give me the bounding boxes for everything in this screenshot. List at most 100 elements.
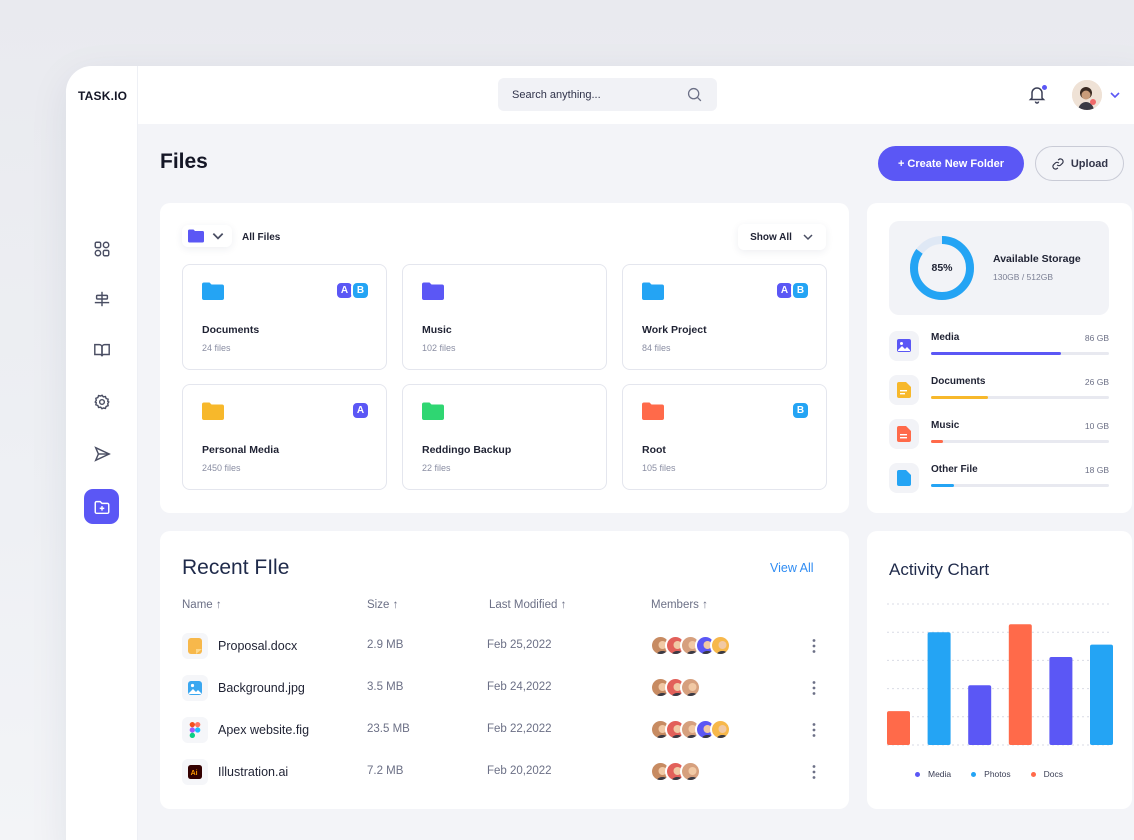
member-avatar — [710, 635, 731, 656]
more-vertical-icon[interactable] — [811, 680, 817, 696]
table-row[interactable]: Apex website.fig 23.5 MB Feb 22,2022 — [182, 715, 832, 745]
book-icon — [93, 343, 110, 356]
members-group — [650, 719, 731, 740]
folder-card[interactable]: Personal Media 2450 files A — [182, 384, 387, 490]
storage-item-size: 10 GB — [1084, 421, 1109, 431]
folder-members: B — [791, 401, 810, 420]
file-name[interactable]: Apex website.fig — [218, 723, 310, 737]
upload-button[interactable]: Upload — [1035, 146, 1124, 181]
column-last-modified[interactable]: Last Modified ↑ — [489, 599, 567, 611]
page-title: Files — [160, 150, 208, 173]
file-last-modified: Feb 22,2022 — [487, 723, 552, 735]
folder-file-count: 102 files — [422, 343, 456, 353]
create-folder-button[interactable]: + Create New Folder — [878, 146, 1024, 181]
link-icon — [1052, 157, 1064, 170]
storage-progress-track — [931, 484, 1109, 487]
legend-label: Docs — [1043, 769, 1063, 779]
document-icon — [889, 375, 919, 405]
chart-title: Activity Chart — [889, 560, 990, 579]
storage-progress-fill — [931, 440, 944, 443]
chart-bar[interactable] — [1049, 657, 1073, 745]
sidebar-item-files[interactable] — [84, 489, 119, 524]
storage-item[interactable]: Music 10 GB — [889, 419, 1109, 449]
storage-item-size: 86 GB — [1084, 333, 1109, 343]
chart-bar[interactable] — [968, 685, 992, 745]
folder-card[interactable]: Documents 24 files A B — [182, 264, 387, 370]
more-vertical-icon[interactable] — [811, 722, 817, 738]
all-files-label: All Files — [242, 232, 281, 243]
activity-chart — [887, 603, 1113, 746]
search-input[interactable]: Search anything... — [498, 78, 717, 111]
notification-dot — [1041, 84, 1048, 91]
storage-progress-fill — [931, 352, 1061, 355]
folder-name: Work Project — [642, 324, 707, 336]
folder-plus-icon — [94, 500, 109, 514]
search-placeholder: Search anything... — [512, 88, 601, 101]
storage-subtitle: 130GB / 512GB — [993, 272, 1054, 282]
legend-dot — [1030, 772, 1036, 778]
storage-item[interactable]: Documents 26 GB — [889, 375, 1109, 405]
view-all-link[interactable]: View All — [770, 561, 814, 575]
folder-icon — [422, 402, 444, 420]
search-icon[interactable] — [686, 86, 703, 103]
file-name[interactable]: Background.jpg — [218, 681, 305, 695]
gear-icon — [93, 393, 110, 410]
image-icon — [889, 331, 919, 361]
sidebar-item-settings[interactable] — [84, 384, 119, 419]
storage-item[interactable]: Media 86 GB — [889, 331, 1109, 361]
members-group — [650, 761, 701, 782]
chart-legend: Media Photos Docs — [915, 769, 1063, 779]
storage-progress-track — [931, 352, 1109, 355]
member-badge: A — [775, 281, 794, 300]
file-name[interactable]: Proposal.docx — [218, 639, 298, 653]
notification-button[interactable] — [1027, 84, 1049, 106]
doc-icon — [182, 633, 208, 659]
sidebar-item-send[interactable] — [84, 436, 119, 471]
folder-name: Personal Media — [202, 444, 280, 456]
user-avatar[interactable] — [1072, 80, 1102, 110]
file-name[interactable]: Illustration.ai — [218, 765, 289, 779]
storage-progress-track — [931, 396, 1109, 399]
sidebar-item-library[interactable] — [84, 332, 119, 367]
table-row[interactable]: Proposal.docx 2.9 MB Feb 25,2022 — [182, 631, 832, 661]
sidebar: TASK.IO — [66, 66, 138, 840]
more-vertical-icon[interactable] — [811, 764, 817, 780]
file-size: 23.5 MB — [367, 723, 410, 735]
storage-item-name: Music — [931, 420, 960, 431]
folder-file-count: 24 files — [202, 343, 231, 353]
member-badge: B — [351, 281, 370, 300]
file-size: 7.2 MB — [367, 765, 404, 777]
show-all-dropdown[interactable]: Show All — [738, 224, 826, 250]
member-badge: B — [791, 281, 810, 300]
folder-card[interactable]: Reddingo Backup 22 files — [402, 384, 607, 490]
folder-card[interactable]: Work Project 84 files A B — [622, 264, 827, 370]
members-group — [650, 635, 731, 656]
folder-type-dropdown[interactable] — [182, 225, 232, 247]
storage-item[interactable]: Other File 18 GB — [889, 463, 1109, 493]
table-row[interactable]: Ai Illustration.ai 7.2 MB Feb 20,2022 — [182, 757, 832, 787]
chart-bar[interactable] — [1090, 644, 1113, 745]
chart-bar[interactable] — [927, 632, 951, 745]
folder-name: Reddingo Backup — [422, 444, 512, 456]
chart-bar[interactable] — [1008, 624, 1032, 745]
column-members[interactable]: Members ↑ — [651, 599, 708, 611]
sidebar-item-align[interactable] — [84, 281, 119, 316]
chart-bar[interactable] — [887, 711, 910, 745]
column-size[interactable]: Size ↑ — [367, 599, 399, 611]
figma-icon — [182, 717, 208, 743]
chevron-down-icon[interactable] — [1108, 88, 1122, 102]
app-logo: TASK.IO — [78, 89, 128, 103]
more-vertical-icon[interactable] — [811, 638, 817, 654]
folder-card[interactable]: Root 105 files B — [622, 384, 827, 490]
storage-item-name: Media — [931, 332, 960, 343]
folder-card[interactable]: Music 102 files — [402, 264, 607, 370]
storage-panel: 85% Available Storage 130GB / 512GB Medi… — [867, 203, 1132, 513]
table-row[interactable]: Background.jpg 3.5 MB Feb 24,2022 — [182, 673, 832, 703]
file-icon — [889, 463, 919, 493]
chevron-down-icon — [803, 234, 813, 241]
sidebar-item-dashboard[interactable] — [84, 231, 119, 266]
align-center-icon — [94, 291, 109, 306]
column-name[interactable]: Name ↑ — [182, 599, 222, 611]
